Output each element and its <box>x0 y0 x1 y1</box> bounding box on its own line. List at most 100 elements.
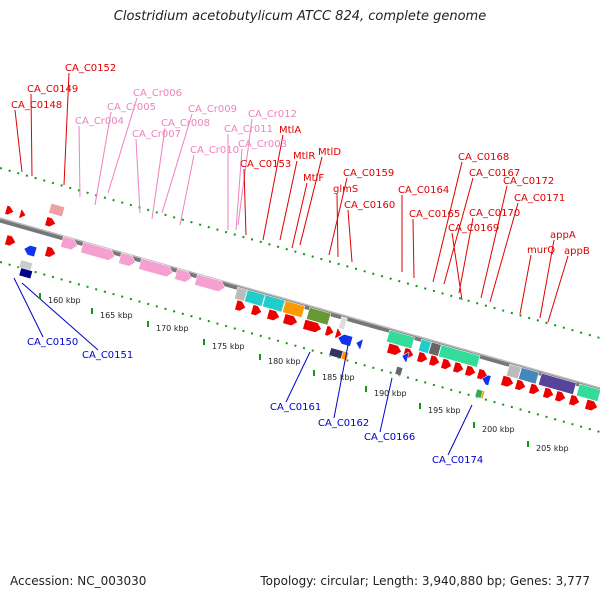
leader-line-ca_c0166 <box>379 377 393 433</box>
gene-box-minus <box>474 388 484 399</box>
gene-label-mtld: MtlD <box>318 147 341 158</box>
gene-box-minus <box>394 366 404 376</box>
gene-label-ca_cr003: CA_Cr003 <box>238 139 287 150</box>
cds-arrow-plus <box>250 304 262 316</box>
leader-line-ca_c0160 <box>347 209 353 263</box>
gene-label-appa: appA <box>550 230 576 241</box>
gene-box <box>306 307 332 326</box>
cds-arrow-plus <box>440 358 452 370</box>
leader-line-ca_c0165 <box>412 218 415 279</box>
gene-label-mtlr: MtlR <box>293 151 315 162</box>
gene-label-ca_c0149: CA_C0149 <box>27 84 78 95</box>
cds-arrow-plus <box>44 245 56 258</box>
leader-line-ca_cr012 <box>237 118 253 226</box>
axis-tick-label: 195 kbp <box>428 406 461 415</box>
gene-box <box>576 383 600 402</box>
cds-arrow-plus <box>4 205 15 216</box>
cds-arrow-plus <box>282 313 298 326</box>
leader-line-ca_cr007 <box>135 138 141 214</box>
gene-label-mtla: MtlA <box>279 125 301 136</box>
cds-arrow-plus <box>584 398 598 412</box>
gene-box <box>338 316 348 331</box>
gene-label-ca_c0166: CA_C0166 <box>364 432 415 443</box>
gene-box <box>506 363 522 380</box>
leader-line-ca_c0159 <box>328 177 348 256</box>
gene-label-ca_c0153: CA_C0153 <box>240 159 291 170</box>
gene-label-ca_cr006: CA_Cr006 <box>133 88 182 99</box>
leader-line-mtld <box>299 156 323 246</box>
gene-box <box>386 329 415 350</box>
gene-label-ca_c0152: CA_C0152 <box>65 63 116 74</box>
gene-box <box>262 294 286 313</box>
rna-arrow <box>118 252 136 267</box>
gene-label-ca_c0148: CA_C0148 <box>11 100 62 111</box>
cds-arrow-plus <box>464 364 476 377</box>
leader-line-ca_c0174 <box>447 404 473 456</box>
leader-line-ca_cr003 <box>235 148 243 231</box>
gene-label-ca_c0162: CA_C0162 <box>318 418 369 429</box>
leader-line-ca_c0169 <box>451 232 463 301</box>
cds-arrow-plus <box>386 342 402 356</box>
leader-line-ca_cr009 <box>161 113 193 214</box>
leader-line-ca_c0148 <box>14 109 23 173</box>
rna-arrow <box>80 241 116 261</box>
gene-label-ca_c0168: CA_C0168 <box>458 152 509 163</box>
gene-label-ca_cr008: CA_Cr008 <box>161 118 210 129</box>
axis-tick-label: 185 kbp <box>322 373 355 382</box>
rna-arrow <box>194 273 226 292</box>
gene-label-appb: appB <box>564 246 590 257</box>
gene-box <box>518 367 540 385</box>
gene-box <box>538 372 577 395</box>
gene-label-ca_c0171: CA_C0171 <box>514 193 565 204</box>
gene-label-ca_c0164: CA_C0164 <box>398 185 449 196</box>
gene-label-ca_cr012: CA_Cr012 <box>248 109 297 120</box>
leader-line-ca_cr004 <box>78 125 81 198</box>
leader-line-ca_c0149 <box>30 93 33 177</box>
leader-line-ca_c0152 <box>63 72 70 186</box>
cds-arrow-plus <box>4 234 16 247</box>
genome-title: Clostridium acetobutylicum ATCC 824, com… <box>113 9 487 24</box>
leader-line-mtlf <box>291 182 308 249</box>
cds-arrow-plus <box>234 299 246 312</box>
gene-box <box>234 286 248 302</box>
gene-label-mtlf: MtlF <box>303 173 324 184</box>
leader-line-ca_cr010 <box>179 154 195 226</box>
gene-label-ca_c0159: CA_C0159 <box>343 168 394 179</box>
leader-line-ca_c0162 <box>333 344 349 419</box>
gene-box <box>282 300 306 319</box>
leader-line-ca_c0153 <box>243 168 247 236</box>
summary-text: Topology: circular; Length: 3,940,880 bp… <box>260 574 590 588</box>
rna-arrow <box>138 258 174 278</box>
leader-line-ca_cr005 <box>94 111 112 206</box>
cds-arrow-plus <box>554 390 566 402</box>
leader-line-mtlr <box>279 160 298 241</box>
axis-tick-label: 170 kbp <box>156 324 189 333</box>
gene-label-ca_c0169: CA_C0169 <box>448 223 499 234</box>
cds-arrow-minus <box>355 339 364 350</box>
gene-box <box>438 344 481 368</box>
leader-line-ca_c0170 <box>458 217 474 294</box>
axis-tick-label: 190 kbp <box>374 389 407 398</box>
gene-label-ca_cr007: CA_Cr007 <box>132 129 181 140</box>
cds-arrow-plus <box>302 319 322 333</box>
gene-label-ca_c0167: CA_C0167 <box>469 168 520 179</box>
gene-label-ca_c0151: CA_C0151 <box>82 350 133 361</box>
cds-arrow-minus <box>23 245 38 258</box>
cds-arrow-plus <box>568 394 580 406</box>
leader-line-murq <box>519 254 532 315</box>
gene-label-ca_c0174: CA_C0174 <box>432 455 483 466</box>
accession-text: Accession: NC_003030 <box>10 574 147 588</box>
leader-line-ca_c0171 <box>489 202 519 303</box>
cds-arrow-plus <box>528 383 540 395</box>
cds-arrow-minus <box>481 374 492 386</box>
gene-label-ca_cr005: CA_Cr005 <box>107 102 156 113</box>
leader-line-ca_c0168 <box>432 161 463 283</box>
gene-label-ca_c0160: CA_C0160 <box>344 200 395 211</box>
gene-label-ca_c0150: CA_C0150 <box>27 337 78 348</box>
leader-line-ca_c0172 <box>480 185 508 299</box>
leader-line-glms <box>336 193 339 258</box>
cds-arrow-plus <box>324 325 335 337</box>
cds-arrow-plus <box>44 216 56 227</box>
leader-line-ca_cr008 <box>151 127 166 220</box>
